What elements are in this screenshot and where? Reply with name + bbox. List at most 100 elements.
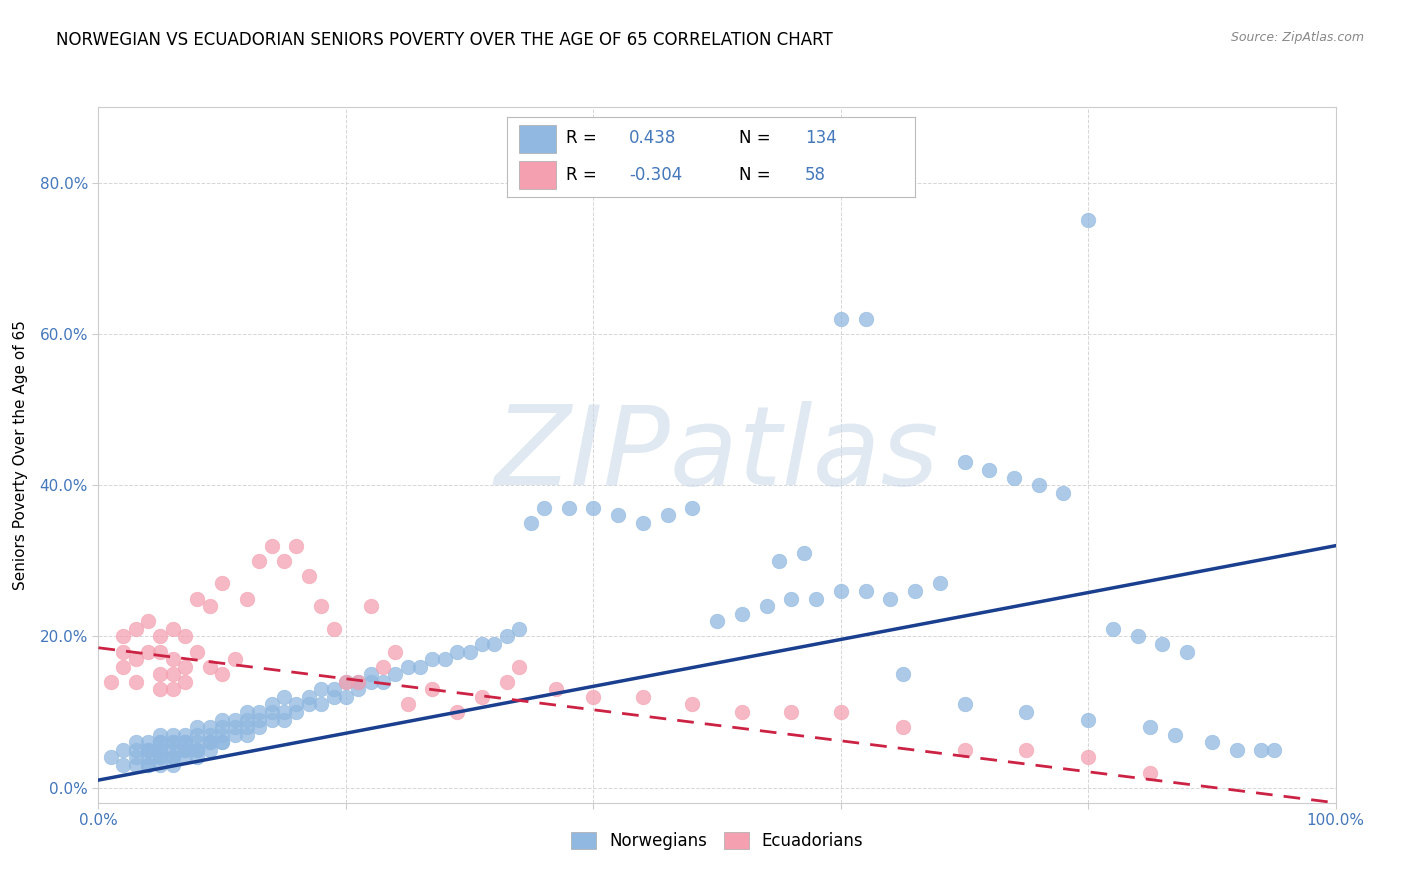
Point <box>309 698 332 712</box>
Point <box>360 667 382 681</box>
Point <box>546 682 568 697</box>
Point <box>533 500 555 515</box>
Point <box>112 644 135 658</box>
Point <box>247 554 270 568</box>
Point <box>224 713 246 727</box>
Point <box>446 705 468 719</box>
Point <box>1263 743 1285 757</box>
Point <box>136 615 159 629</box>
Point <box>1102 622 1125 636</box>
Point <box>855 584 877 599</box>
Point <box>136 758 159 772</box>
Point <box>211 667 233 681</box>
Point <box>681 500 703 515</box>
Point <box>1226 743 1249 757</box>
Point <box>149 682 172 697</box>
Point <box>211 728 233 742</box>
Point <box>904 584 927 599</box>
Point <box>731 705 754 719</box>
Point <box>162 743 184 757</box>
Point <box>124 735 146 749</box>
Point <box>273 705 295 719</box>
Point <box>149 644 172 658</box>
Point <box>298 698 321 712</box>
Point <box>1201 735 1223 749</box>
Point <box>422 682 444 697</box>
Point <box>236 713 259 727</box>
Point <box>198 743 221 757</box>
Point <box>136 743 159 757</box>
Point <box>186 728 208 742</box>
Point <box>136 644 159 658</box>
Point <box>100 674 122 689</box>
Point <box>186 750 208 764</box>
Point <box>830 584 852 599</box>
Point <box>198 728 221 742</box>
Point <box>112 629 135 643</box>
Point <box>1164 728 1187 742</box>
Point <box>953 698 976 712</box>
Point <box>260 713 283 727</box>
Point <box>186 743 208 757</box>
Point <box>174 659 197 673</box>
Point <box>162 758 184 772</box>
Point <box>149 629 172 643</box>
Point <box>309 682 332 697</box>
Point <box>631 516 654 530</box>
Point <box>136 735 159 749</box>
Point <box>186 644 208 658</box>
Point <box>371 674 394 689</box>
Point <box>1077 750 1099 764</box>
Point <box>260 698 283 712</box>
Point <box>681 698 703 712</box>
Point <box>174 629 197 643</box>
Point <box>322 622 344 636</box>
Point <box>793 546 815 560</box>
Point <box>285 539 308 553</box>
Point <box>174 743 197 757</box>
Point <box>953 455 976 469</box>
Point <box>174 674 197 689</box>
Point <box>780 591 803 606</box>
Point <box>582 690 605 704</box>
Point <box>186 743 208 757</box>
Point <box>149 758 172 772</box>
Point <box>285 705 308 719</box>
Point <box>198 599 221 614</box>
Point <box>198 659 221 673</box>
Point <box>879 591 901 606</box>
Point <box>162 682 184 697</box>
Point <box>260 539 283 553</box>
Point <box>657 508 679 523</box>
Point <box>520 516 543 530</box>
Point <box>1077 213 1099 227</box>
Point <box>174 743 197 757</box>
Point <box>335 674 357 689</box>
Text: ZIPatlas: ZIPatlas <box>495 401 939 508</box>
Point <box>953 743 976 757</box>
Point <box>384 667 406 681</box>
Point <box>162 735 184 749</box>
Point <box>396 659 419 673</box>
Point <box>100 750 122 764</box>
Point <box>979 463 1001 477</box>
Point <box>731 607 754 621</box>
Point <box>1052 485 1074 500</box>
Point <box>186 720 208 734</box>
Point <box>162 667 184 681</box>
Point <box>124 743 146 757</box>
Point <box>211 720 233 734</box>
Point <box>706 615 728 629</box>
Point <box>211 576 233 591</box>
Point <box>124 622 146 636</box>
Point <box>1139 765 1161 780</box>
Point <box>298 690 321 704</box>
Point <box>768 554 790 568</box>
Point <box>495 674 517 689</box>
Point <box>149 728 172 742</box>
Point <box>149 750 172 764</box>
Point <box>582 500 605 515</box>
Point <box>124 750 146 764</box>
Y-axis label: Seniors Poverty Over the Age of 65: Seniors Poverty Over the Age of 65 <box>14 320 28 590</box>
Point <box>471 690 494 704</box>
